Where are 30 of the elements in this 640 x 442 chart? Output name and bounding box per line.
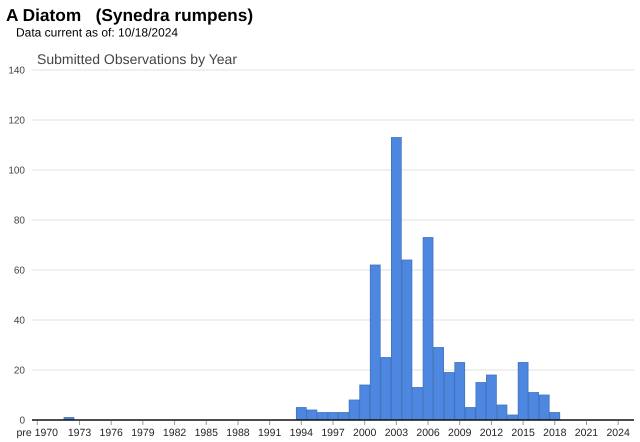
x-tick-label: pre 1970 [16,427,58,439]
y-tick-label: 80 [14,216,26,226]
y-tick-label: 140 [8,66,26,76]
x-tick-label: 2012 [480,427,504,439]
chart-title: A Diatom (Synedra rumpens) [6,5,254,25]
x-tick-label: 1973 [68,427,92,439]
x-tick-label: 2018 [543,427,567,439]
y-tick-label: 40 [14,316,26,326]
x-tick-label: 1991 [258,427,282,439]
y-tick-label: 0 [19,416,26,426]
text: Submitted Observations by Year [37,51,238,67]
y-tick-label: 100 [8,166,26,176]
x-tick-label: 2024 [606,427,630,439]
chart-subtitle: Data current as of: 10/18/2024 [16,26,178,40]
x-tick-label: 1994 [290,427,314,439]
x-tick-label: 1988 [226,427,250,439]
y-tick-label: 20 [14,366,26,376]
x-tick-label: 1997 [321,427,345,439]
x-tick-label: 2015 [511,427,535,439]
x-tick-label: 2006 [416,427,440,439]
y-tick-label: 120 [8,116,26,126]
x-tick-label: 1982 [162,427,186,439]
x-tick-label: 1979 [131,427,155,439]
x-tick-label: 2003 [384,427,408,439]
y-tick-label: 60 [14,266,26,276]
x-tick-label: 1976 [100,427,124,439]
x-tick-label: 2000 [353,427,377,439]
x-tick-label: 1985 [194,427,218,439]
x-tick-label: 2021 [574,427,598,439]
x-tick-label: 2009 [448,427,472,439]
